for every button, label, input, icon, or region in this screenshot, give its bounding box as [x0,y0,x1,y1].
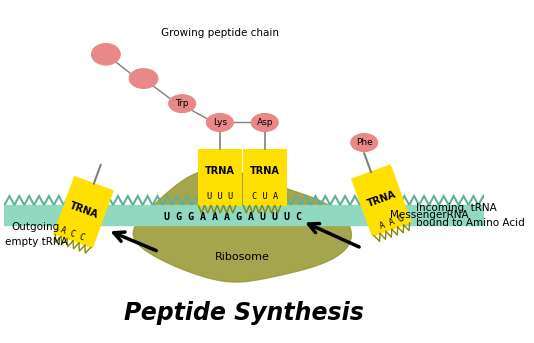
Ellipse shape [351,134,378,152]
Ellipse shape [129,69,158,88]
Text: U G G A A A G A U U U C: U G G A A A G A U U U C [164,212,302,222]
Bar [243,150,286,205]
Bar [4,205,484,225]
Ellipse shape [91,44,120,65]
Text: U U U: U U U [207,192,233,201]
Text: Outgoing
empty tRNA: Outgoing empty tRNA [4,222,67,247]
Ellipse shape [169,95,195,113]
Text: TRNA: TRNA [366,189,397,209]
Text: C U A: C U A [252,192,278,201]
Polygon shape [134,169,351,282]
Text: Asp: Asp [256,118,273,127]
Text: TRNA: TRNA [250,166,280,176]
Text: Lys: Lys [213,118,227,127]
Polygon shape [351,165,411,236]
Text: A A G: A A G [379,214,405,230]
Text: Phe: Phe [356,138,373,147]
Text: Growing peptide chain: Growing peptide chain [161,28,279,38]
Text: TRNA: TRNA [205,166,235,176]
Text: Trp: Trp [176,99,189,108]
Ellipse shape [252,114,278,131]
Text: A C C: A C C [60,225,87,242]
Text: MessengerRNA: MessengerRNA [390,210,469,220]
Bar [198,150,241,205]
Ellipse shape [207,114,233,131]
Text: Peptide Synthesis: Peptide Synthesis [124,301,364,325]
Text: Incoming  tRNA
bound to Amino Acid: Incoming tRNA bound to Amino Acid [415,203,524,228]
Polygon shape [53,177,113,248]
Text: Ribosome: Ribosome [215,252,270,262]
Text: TRNA: TRNA [68,201,99,220]
